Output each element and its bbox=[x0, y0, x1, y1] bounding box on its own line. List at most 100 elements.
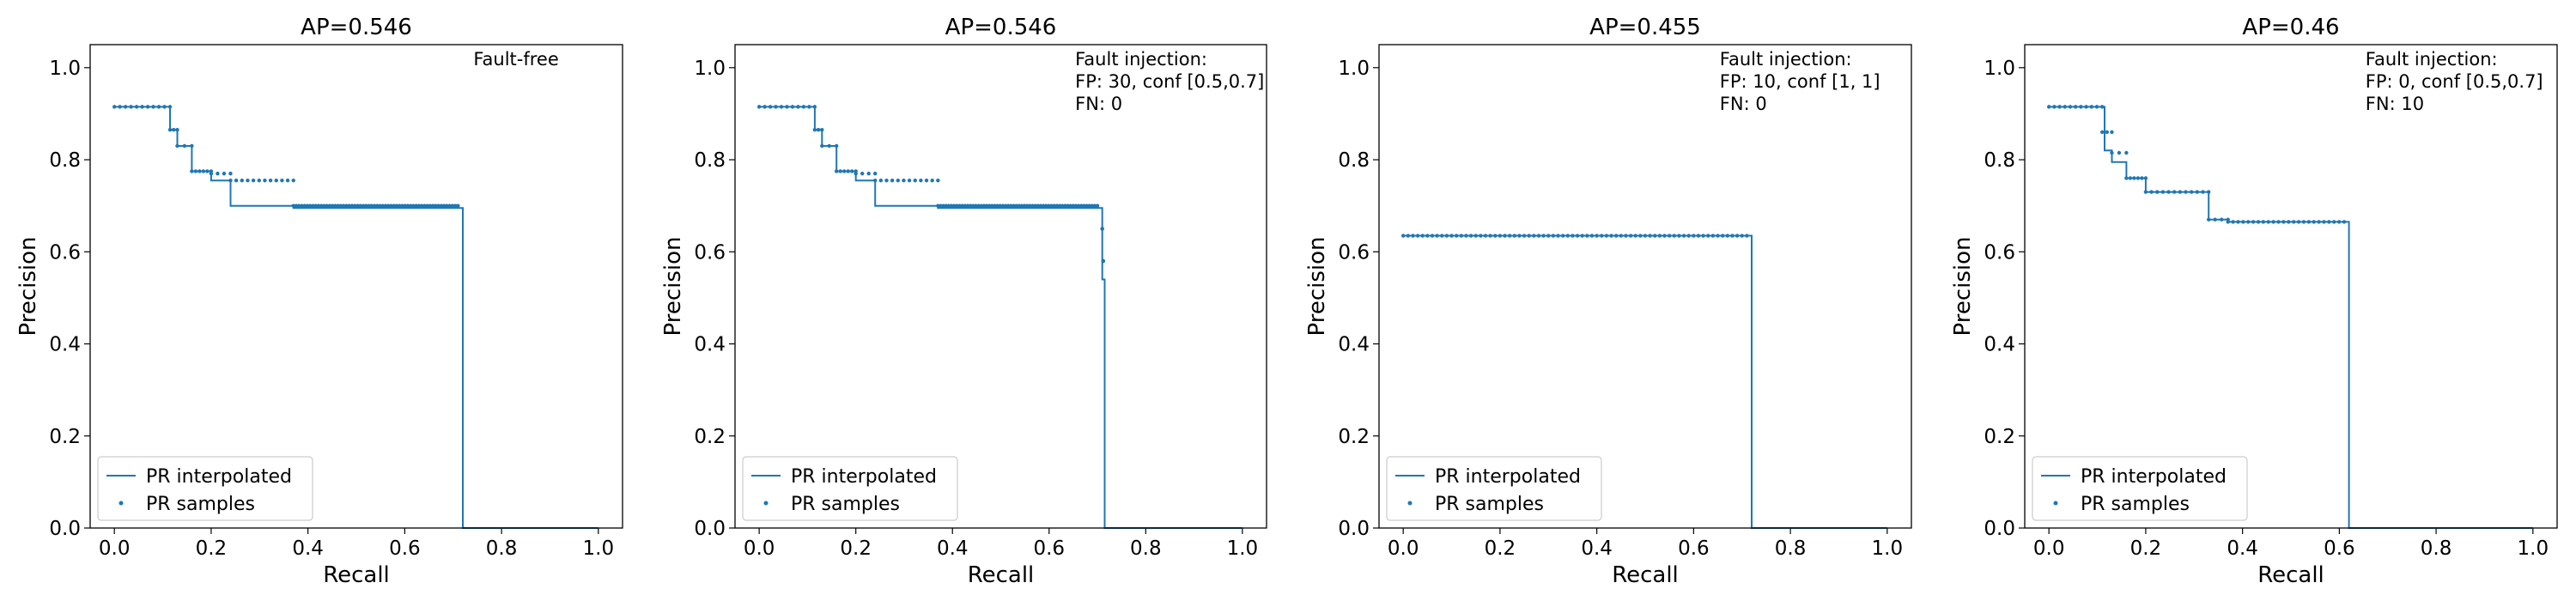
pr-sample-point bbox=[1454, 234, 1459, 238]
pr-sample-point bbox=[1054, 203, 1060, 208]
chart-title: AP=0.46 bbox=[2242, 15, 2339, 40]
pr-sample-point bbox=[2306, 220, 2312, 224]
pr-sample-point bbox=[1440, 234, 1444, 238]
x-tick-label: 0.0 bbox=[1388, 537, 1419, 560]
pr-sample-point bbox=[2178, 190, 2183, 194]
legend bbox=[97, 456, 313, 521]
y-tick-label: 0.0 bbox=[49, 518, 81, 540]
pr-sample-point bbox=[1435, 234, 1439, 238]
pr-sample-point bbox=[274, 178, 278, 183]
annotation-line: FN: 10 bbox=[2366, 94, 2424, 114]
pr-sample-point bbox=[1406, 234, 1411, 238]
x-tick-label: 0.4 bbox=[2227, 537, 2258, 560]
pr-sample-point bbox=[896, 178, 900, 183]
x-tick-label: 0.8 bbox=[1130, 537, 1162, 560]
pr-sample-point bbox=[2342, 220, 2347, 224]
pr-sample-point bbox=[145, 105, 150, 109]
chart-title: AP=0.546 bbox=[945, 15, 1057, 40]
pr-sample-point bbox=[2220, 217, 2224, 222]
pr-sample-point bbox=[902, 178, 906, 183]
pr-sample-point bbox=[890, 178, 895, 183]
pr-sample-point bbox=[456, 203, 460, 208]
pr-sample-point bbox=[1005, 203, 1011, 208]
x-tick-label: 1.0 bbox=[1872, 537, 1904, 560]
pr-sample-point bbox=[820, 127, 824, 132]
y-axis-label: Precision bbox=[1304, 236, 1330, 336]
pr-sample-point bbox=[234, 178, 239, 183]
pr-sample-point bbox=[2287, 220, 2291, 224]
pr-sample-point bbox=[884, 178, 889, 183]
pr-sample-point bbox=[367, 203, 371, 208]
pr-sample-point bbox=[414, 203, 418, 208]
pr-sample-point bbox=[333, 203, 337, 208]
x-tick-label: 0.4 bbox=[937, 537, 969, 560]
pr-sample-point bbox=[1430, 234, 1435, 238]
x-tick-label: 1.0 bbox=[1227, 537, 1259, 560]
pr-sample-point bbox=[1556, 234, 1560, 238]
pr-sample-point bbox=[2271, 220, 2275, 224]
annotation-line: FP: 10, conf [1, 1] bbox=[1720, 71, 1880, 92]
pr-sample-point bbox=[2166, 190, 2171, 194]
pr-sample-point bbox=[2063, 105, 2067, 109]
x-tick-label: 0.6 bbox=[2324, 537, 2355, 560]
pr-sample-point bbox=[1532, 234, 1536, 238]
pr-sample-point bbox=[1047, 203, 1051, 208]
pr-sample-point bbox=[984, 203, 989, 208]
pr-sample-point bbox=[2195, 190, 2200, 194]
pr-sample-point bbox=[968, 203, 973, 208]
pr-sample-point bbox=[998, 203, 1002, 208]
x-axis-label: Recall bbox=[2257, 562, 2324, 588]
x-tick-label: 0.6 bbox=[389, 537, 421, 560]
y-axis-label: Precision bbox=[15, 236, 41, 336]
pr-sample-point bbox=[1071, 203, 1075, 208]
pr-sample-point bbox=[378, 203, 382, 208]
legend-label: PR samples bbox=[2081, 494, 2190, 515]
pr-sample-point bbox=[228, 178, 233, 183]
pr-sample-point bbox=[1488, 234, 1492, 238]
x-tick-label: 0.4 bbox=[1581, 537, 1613, 560]
pr-sample-point bbox=[1512, 234, 1517, 238]
pr-sample-point bbox=[383, 203, 388, 208]
pr-sample-point bbox=[979, 203, 983, 208]
pr-sample-point bbox=[374, 203, 380, 208]
pr-sample-point bbox=[801, 105, 806, 109]
pr-sample-point bbox=[2291, 220, 2296, 224]
y-tick-label: 0.6 bbox=[49, 241, 81, 264]
pr-sample-point bbox=[1095, 203, 1100, 208]
pr-sample-point bbox=[308, 203, 313, 208]
legend bbox=[1386, 456, 1602, 521]
x-tick-label: 1.0 bbox=[2518, 537, 2549, 560]
pr-sample-point bbox=[411, 203, 416, 208]
pr-sample-point bbox=[756, 105, 762, 109]
pr-sample-point bbox=[2206, 190, 2211, 194]
pr-sample-point bbox=[428, 203, 433, 208]
pr-sample-point bbox=[2110, 150, 2114, 155]
pr-sample-point bbox=[1101, 258, 1105, 264]
pr-sample-point bbox=[151, 105, 155, 109]
legend-label: PR interpolated bbox=[2081, 466, 2227, 488]
pr-sample-point bbox=[2241, 220, 2245, 224]
pr-sample-point bbox=[1033, 203, 1037, 208]
chart-panel-4: AP=0.46 0.0 0.2 0.4 0.6 0.8 1.0 0.0 0.2 0.4 0.6 0.8… bbox=[1950, 15, 2558, 588]
y-tick-label: 0.6 bbox=[1338, 241, 1370, 264]
pr-sample-point bbox=[1730, 234, 1735, 238]
pr-sample-point bbox=[816, 127, 821, 132]
pr-sample-point bbox=[963, 203, 968, 208]
pr-sample-point bbox=[162, 105, 167, 109]
pr-sample-point bbox=[2136, 176, 2141, 180]
pr-sample-point bbox=[2084, 105, 2088, 109]
pr-sample-point bbox=[453, 203, 458, 208]
y-tick-label: 0.2 bbox=[694, 426, 726, 448]
pr-sample-point bbox=[434, 203, 438, 208]
pr-sample-point bbox=[796, 105, 800, 109]
pr-sample-point bbox=[995, 203, 999, 208]
legend-label: PR interpolated bbox=[791, 466, 937, 488]
pr-sample-point bbox=[386, 203, 391, 208]
y-tick-label: 0.0 bbox=[694, 518, 726, 540]
pr-sample-point bbox=[834, 169, 839, 173]
annotation-line: Fault injection: bbox=[2366, 49, 2498, 70]
y-tick-label: 0.2 bbox=[1984, 426, 2015, 448]
pr-sample-point bbox=[1420, 234, 1425, 238]
pr-sample-point bbox=[1092, 203, 1097, 208]
pr-sample-point bbox=[1643, 234, 1648, 238]
